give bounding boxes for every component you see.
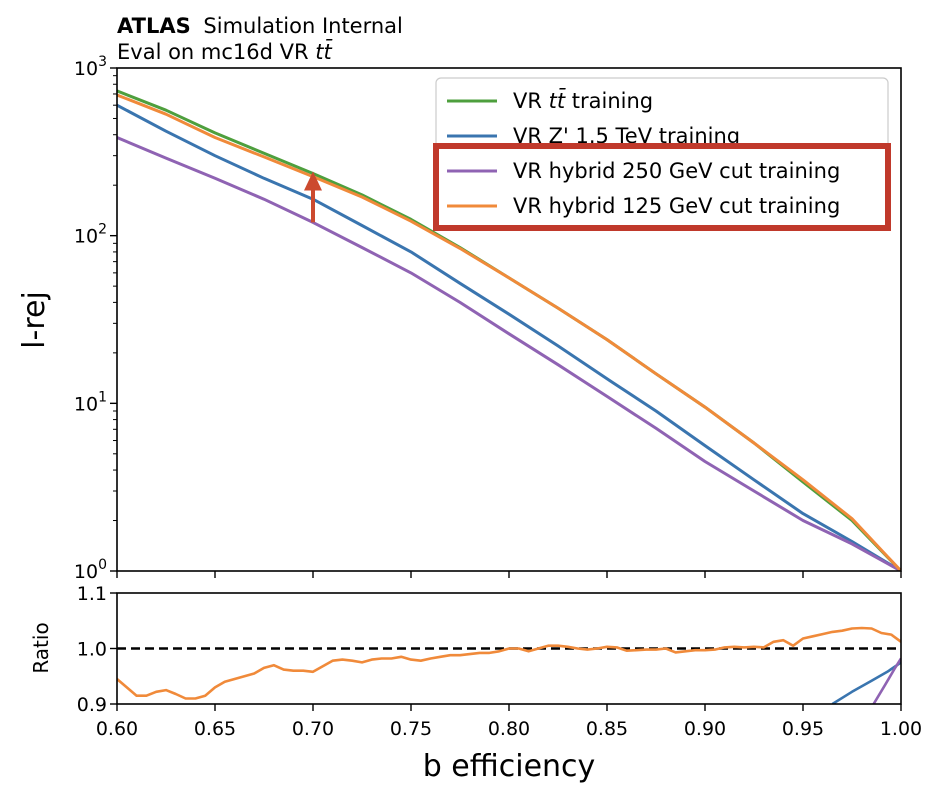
series-line-2 (117, 103, 901, 571)
legend-label-1: VR tt̄ training (513, 88, 653, 113)
subtitle-sample: tt̄ (315, 39, 332, 64)
legend-label-3: VR hybrid 250 GeV cut training (513, 159, 840, 183)
ratio-y-axis-title: Ratio (29, 622, 53, 673)
eval-sample-text: Eval on mc16d VR tt̄ (117, 39, 333, 64)
main-y-tick-label: 101 (74, 389, 107, 415)
main-y-tick-label: 100 (74, 557, 107, 583)
x-tick-label: 0.65 (194, 718, 236, 740)
x-tick-label: 1.00 (880, 718, 922, 740)
main-series-lines (117, 89, 901, 571)
legend-label-4: VR hybrid 125 GeV cut training (513, 194, 840, 218)
main-x-ticks (116, 571, 902, 578)
improvement-arrow (304, 171, 322, 223)
series-line-4 (117, 93, 901, 571)
atlas-label: ATLAS Simulation Internal (117, 14, 403, 38)
experiment-name: ATLAS (117, 14, 191, 38)
subtitle-prefix: Eval on mc16d VR (117, 40, 315, 64)
ratio-series-lines (117, 626, 901, 704)
ratio-x-ticks: 0.60 0.65 0.70 0.75 0.80 0.85 0.90 0.95 1.00 (96, 704, 922, 740)
ratio-y-tick-label: 1.1 (77, 583, 107, 605)
x-tick-label: 0.80 (488, 718, 530, 740)
x-tick-label: 0.85 (586, 718, 628, 740)
series-line-3 (117, 136, 901, 571)
ratio-y-tick-label: 1.0 (77, 639, 107, 661)
x-tick-label: 0.90 (684, 718, 726, 740)
x-axis-title: b efficiency (423, 749, 596, 784)
main-y-axis-title: l-rej (17, 291, 52, 349)
main-y-ticks: 100 101 102 103 (74, 54, 117, 583)
x-tick-label: 0.75 (390, 718, 432, 740)
ratio-line-3 (872, 657, 901, 704)
status-text: Simulation Internal (203, 14, 402, 38)
x-tick-label: 0.70 (292, 718, 334, 740)
arrow-head (304, 171, 322, 191)
ratio-line-1 (117, 626, 901, 700)
x-tick-label: 0.95 (782, 718, 824, 740)
ratio-y-tick-label: 0.9 (77, 694, 107, 716)
ratio-y-ticks: 0.9 1.0 1.1 (77, 583, 117, 716)
x-tick-label: 0.60 (96, 718, 138, 740)
legend-highlight-box (433, 143, 891, 231)
main-y-tick-label: 102 (74, 222, 107, 248)
ratio-line-2 (831, 661, 901, 704)
main-y-tick-label: 103 (74, 54, 107, 80)
ratio-panel: 0.60 0.65 0.70 0.75 0.80 0.85 0.90 0.95 1.00 0.9… (29, 583, 922, 784)
